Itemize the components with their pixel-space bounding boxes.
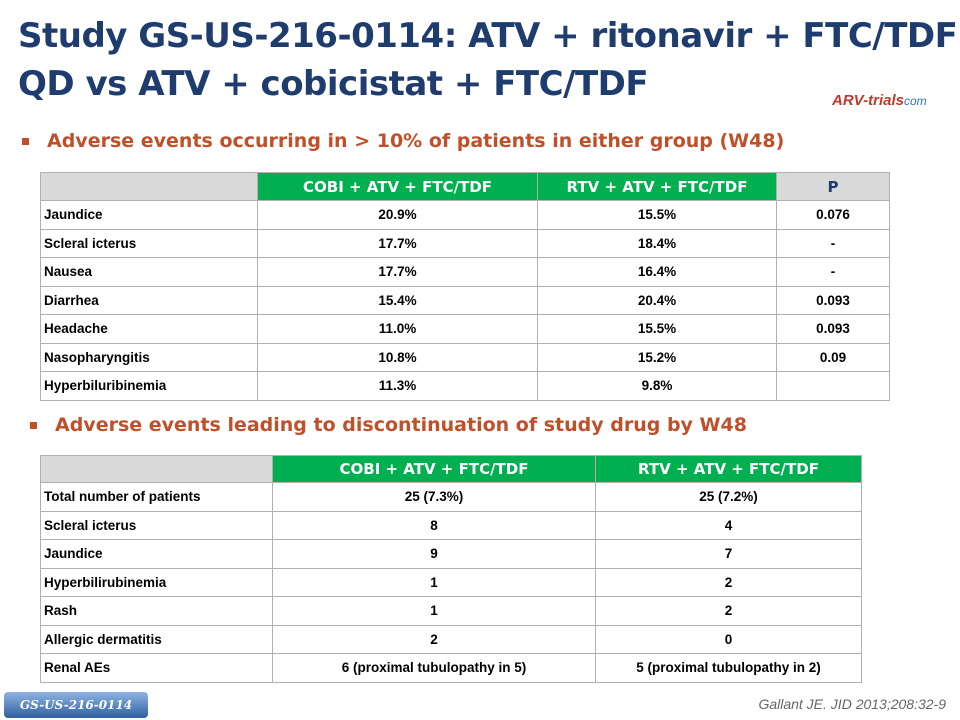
table-row: Total number of patients 25 (7.3%) 25 (7.2… — [40, 482, 862, 512]
table: COBI + ATV + FTC/TDF RTV + ATV + FTC/TDF P… — [40, 172, 890, 401]
cell: 20.4% — [537, 285, 777, 315]
table-row: Jaundice 20.9% 15.5% 0.076 — [40, 200, 890, 230]
cell: 0.093 — [776, 314, 890, 344]
cell: 15.2% — [537, 342, 777, 372]
cell: Nausea — [40, 257, 258, 287]
table-row: Jaundice 9 7 — [40, 539, 862, 569]
cell: Jaundice — [40, 539, 273, 569]
cell: 9.8% — [537, 371, 777, 401]
cell: 16.4% — [537, 257, 777, 287]
cell — [776, 371, 890, 401]
cell: 5 (proximal tubulopathy in 2) — [595, 653, 862, 683]
table-row: Hyperbilirubinemia 1 2 — [40, 567, 862, 597]
cell: 20.9% — [257, 200, 538, 230]
header-cell: P — [776, 172, 890, 201]
cell: 17.7% — [257, 257, 538, 287]
cell: 10.8% — [257, 342, 538, 372]
cell: 9 — [272, 539, 596, 569]
header-cell: COBI + ATV + FTC/TDF — [272, 455, 596, 483]
cell: Scleral icterus — [40, 510, 273, 540]
title-line: Study GS-US-216-0114: ATV + ritonavir + … — [18, 16, 958, 56]
cell: Hyperbiluribinemia — [40, 371, 258, 401]
cell: 17.7% — [257, 228, 538, 258]
table-row: Nausea 17.7% 16.4% - — [40, 257, 890, 287]
bullet: Adverse events leading to discontinuatio… — [30, 414, 747, 436]
cell: Scleral icterus — [40, 228, 258, 258]
bullet: Adverse events occurring in > 10% of pat… — [22, 130, 784, 152]
cell: Allergic dermatitis — [40, 624, 273, 654]
bullet-text: Adverse events leading to discontinuatio… — [55, 414, 747, 436]
cell: 15.5% — [537, 200, 777, 230]
cell: 7 — [595, 539, 862, 569]
cell: 2 — [272, 624, 596, 654]
cell: 11.3% — [257, 371, 538, 401]
cell: 0.076 — [776, 200, 890, 230]
table: COBI + ATV + FTC/TDF RTV + ATV + FTC/TDF T… — [40, 455, 862, 683]
study-tag: GS-US-216-0114 — [4, 692, 148, 718]
cell: 25 (7.2%) — [595, 482, 862, 512]
header-cell — [40, 455, 273, 483]
cell: Jaundice — [40, 200, 258, 230]
table-row: Diarrhea 15.4% 20.4% 0.093 — [40, 285, 890, 315]
cell: Rash — [40, 596, 273, 626]
table-row: Nasopharyngitis 10.8% 15.2% 0.09 — [40, 342, 890, 372]
cell: 25 (7.3%) — [272, 482, 596, 512]
logo-text: com — [903, 94, 927, 108]
title-line: QD vs ATV + cobicistat + FTC/TDF — [18, 64, 649, 104]
cell: Renal AEs — [40, 653, 273, 683]
table-row: Renal AEs 6 (proximal tubulopathy in 5) 5 … — [40, 653, 862, 683]
cell: 4 — [595, 510, 862, 540]
table-row: Rash 1 2 — [40, 596, 862, 626]
header-cell: RTV + ATV + FTC/TDF — [537, 172, 777, 201]
cell: 0 — [595, 624, 862, 654]
cell: 6 (proximal tubulopathy in 5) — [272, 653, 596, 683]
table-row: Headache 11.0% 15.5% 0.093 — [40, 314, 890, 344]
title: Study GS-US-216-0114: ATV + ritonavir + … — [18, 12, 958, 108]
table-row: Allergic dermatitis 2 0 — [40, 624, 862, 654]
header-cell — [40, 172, 258, 201]
cell: 0.093 — [776, 285, 890, 315]
cell: 0.09 — [776, 342, 890, 372]
logo: ARV-trialscom — [832, 92, 927, 109]
citation: Gallant JE. JID 2013;208:32-9 — [758, 696, 946, 712]
table-row: Scleral icterus 17.7% 18.4% - — [40, 228, 890, 258]
header-cell: COBI + ATV + FTC/TDF — [257, 172, 538, 201]
header-row: COBI + ATV + FTC/TDF RTV + ATV + FTC/TDF — [40, 455, 862, 483]
cell: Total number of patients — [40, 482, 273, 512]
cell: Nasopharyngitis — [40, 342, 258, 372]
header-row: COBI + ATV + FTC/TDF RTV + ATV + FTC/TDF P — [40, 172, 890, 201]
cell: 15.4% — [257, 285, 538, 315]
header-cell: RTV + ATV + FTC/TDF — [595, 455, 862, 483]
cell: Hyperbilirubinemia — [40, 567, 273, 597]
cell: 2 — [595, 567, 862, 597]
cell: Headache — [40, 314, 258, 344]
cell: 18.4% — [537, 228, 777, 258]
cell: 2 — [595, 596, 862, 626]
cell: 15.5% — [537, 314, 777, 344]
cell: - — [776, 228, 890, 258]
cell: 1 — [272, 596, 596, 626]
cell: 11.0% — [257, 314, 538, 344]
cell: 1 — [272, 567, 596, 597]
bullet-text: Adverse events occurring in > 10% of pat… — [47, 130, 785, 152]
cell: Diarrhea — [40, 285, 258, 315]
table-row: Scleral icterus 8 4 — [40, 510, 862, 540]
cell: - — [776, 257, 890, 287]
table-row: Hyperbiluribinemia 11.3% 9.8% — [40, 371, 890, 401]
logo-text: ARV-trials — [832, 92, 904, 109]
cell: 8 — [272, 510, 596, 540]
